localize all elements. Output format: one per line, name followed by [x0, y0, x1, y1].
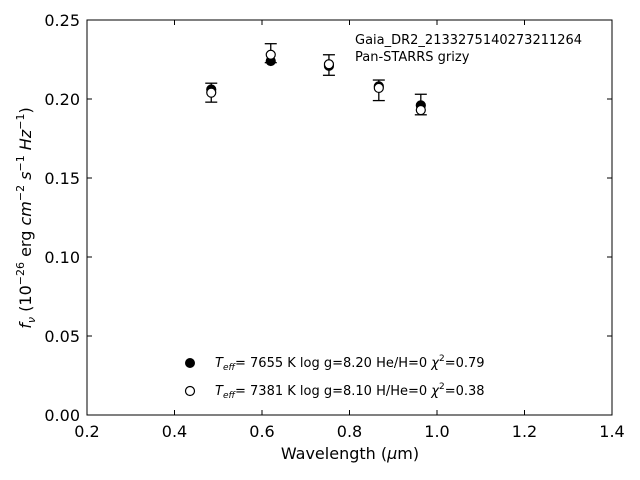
legend-entry-1: Teff= 7655 K log g=8.20 He/H=0 χ2=0.79 — [215, 354, 485, 373]
open-model-point — [323, 59, 335, 70]
y-tick-label: 0.10 — [44, 248, 80, 267]
data-points — [206, 49, 426, 116]
x-tick-label: 1.2 — [512, 422, 537, 441]
legend-marker-filled — [185, 358, 195, 368]
open-model-point — [415, 104, 426, 116]
y-tick-label: 0.05 — [44, 327, 80, 346]
x-tick-label: 0.4 — [162, 422, 187, 441]
x-tick-label: 1.0 — [424, 422, 449, 441]
x-tick-label: 1.4 — [599, 422, 624, 441]
axis-ticks: 0.2 0.4 0.6 0.8 1.0 1.2 1.4 0.00 0.05 0.10 0.15 0.2… — [44, 11, 624, 441]
x-tick-label: 0.6 — [249, 422, 274, 441]
y-tick-label: 0.20 — [44, 90, 80, 109]
x-tick-label: 0.2 — [74, 422, 99, 441]
y-tick-label: 0.00 — [44, 406, 80, 425]
x-tick-label: 0.8 — [337, 422, 362, 441]
legend-marker-open — [184, 385, 196, 397]
open-model-point — [265, 49, 276, 60]
open-model-point — [373, 82, 384, 94]
legend: Teff= 7655 K log g=8.20 He/H=0 χ2=0.79 T… — [184, 354, 485, 401]
y-tick-label: 0.25 — [44, 11, 80, 30]
x-axis-label: Wavelength (μm) — [281, 444, 419, 463]
annotation-line-1: Gaia_DR2_2133275140273211264 — [355, 33, 582, 48]
annotation-line-2: Pan-STARRS grizy — [355, 50, 470, 65]
legend-entry-2: Teff= 7381 K log g=8.10 H/He=0 χ2=0.38 — [215, 382, 485, 401]
open-model-point — [206, 87, 217, 98]
y-tick-label: 0.15 — [44, 169, 80, 188]
y-axis-label: fν (10−26 erg cm−2 s−1 Hz−1) — [14, 107, 38, 328]
